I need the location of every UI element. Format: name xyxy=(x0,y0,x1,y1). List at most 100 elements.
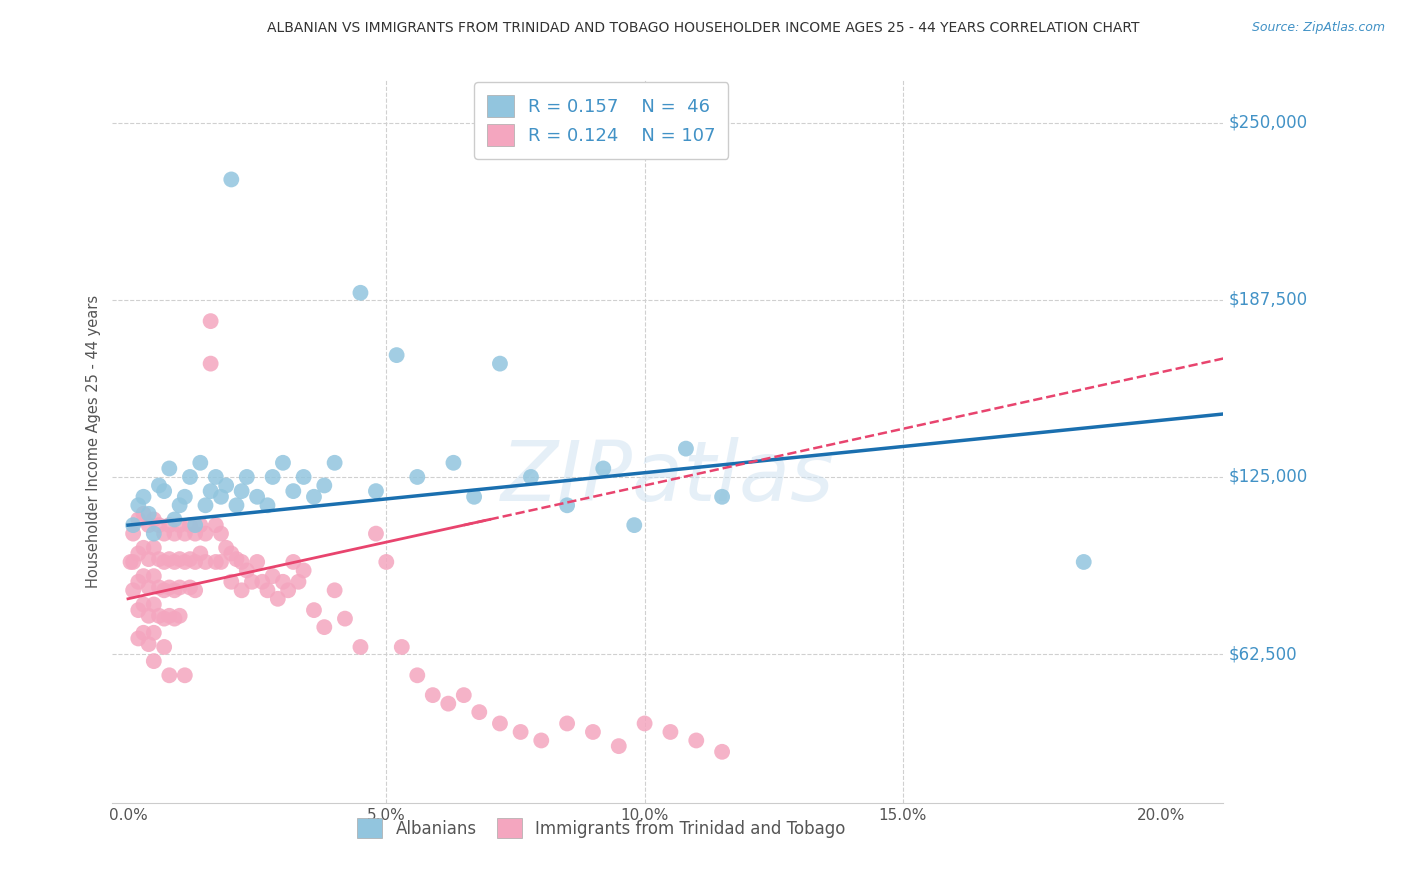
Text: $125,000: $125,000 xyxy=(1229,468,1308,486)
Point xyxy=(221,172,243,186)
Point xyxy=(138,581,160,595)
Point xyxy=(209,490,232,504)
Point xyxy=(142,654,165,668)
Point xyxy=(204,518,226,533)
Point xyxy=(142,569,165,583)
Point xyxy=(225,498,247,512)
Point xyxy=(468,705,491,719)
Point xyxy=(314,478,336,492)
Point xyxy=(385,348,408,362)
Point xyxy=(122,518,145,533)
Point xyxy=(153,612,176,626)
Point xyxy=(204,555,226,569)
Point xyxy=(163,555,186,569)
Point xyxy=(302,603,325,617)
Point xyxy=(463,490,485,504)
Point xyxy=(122,555,145,569)
Point xyxy=(188,518,211,533)
Point xyxy=(283,555,305,569)
Point xyxy=(489,716,512,731)
Point xyxy=(127,498,149,512)
Point xyxy=(148,552,170,566)
Point xyxy=(194,555,217,569)
Point xyxy=(406,470,429,484)
Point xyxy=(292,470,315,484)
Point xyxy=(711,490,734,504)
Point xyxy=(169,608,191,623)
Point xyxy=(173,490,195,504)
Point xyxy=(169,518,191,533)
Point xyxy=(132,541,155,555)
Point xyxy=(127,546,149,560)
Text: $250,000: $250,000 xyxy=(1229,114,1308,132)
Point xyxy=(127,603,149,617)
Legend: Albanians, Immigrants from Trinidad and Tobago: Albanians, Immigrants from Trinidad and … xyxy=(350,812,852,845)
Point xyxy=(127,512,149,526)
Point xyxy=(142,526,165,541)
Point xyxy=(132,490,155,504)
Point xyxy=(221,546,243,560)
Point xyxy=(153,526,176,541)
Point xyxy=(173,526,195,541)
Point xyxy=(169,552,191,566)
Point xyxy=(169,581,191,595)
Point xyxy=(157,518,180,533)
Point xyxy=(711,745,734,759)
Point xyxy=(215,478,238,492)
Point xyxy=(349,285,371,300)
Text: $62,500: $62,500 xyxy=(1229,645,1298,663)
Point xyxy=(333,612,356,626)
Point xyxy=(188,456,211,470)
Point xyxy=(153,555,176,569)
Point xyxy=(225,552,247,566)
Point xyxy=(283,484,305,499)
Point xyxy=(138,552,160,566)
Point xyxy=(194,498,217,512)
Point xyxy=(262,569,284,583)
Point xyxy=(120,555,142,569)
Point xyxy=(209,526,232,541)
Point xyxy=(607,739,630,753)
Point xyxy=(582,725,605,739)
Point xyxy=(184,526,207,541)
Point xyxy=(179,552,201,566)
Point xyxy=(555,716,578,731)
Point xyxy=(122,526,145,541)
Point xyxy=(157,608,180,623)
Point xyxy=(323,456,346,470)
Point xyxy=(184,518,207,533)
Point xyxy=(173,555,195,569)
Point xyxy=(138,637,160,651)
Point xyxy=(267,591,290,606)
Point xyxy=(221,574,243,589)
Point xyxy=(489,357,512,371)
Point xyxy=(148,478,170,492)
Point xyxy=(391,640,413,654)
Point xyxy=(153,640,176,654)
Point xyxy=(633,716,655,731)
Point xyxy=(443,456,465,470)
Point xyxy=(138,608,160,623)
Point xyxy=(157,581,180,595)
Point xyxy=(142,541,165,555)
Point xyxy=(132,598,155,612)
Text: ALBANIAN VS IMMIGRANTS FROM TRINIDAD AND TOBAGO HOUSEHOLDER INCOME AGES 25 - 44 : ALBANIAN VS IMMIGRANTS FROM TRINIDAD AND… xyxy=(267,21,1139,36)
Point xyxy=(287,574,309,589)
Point xyxy=(163,612,186,626)
Point xyxy=(157,461,180,475)
Point xyxy=(302,490,325,504)
Point xyxy=(179,518,201,533)
Point xyxy=(675,442,697,456)
Point xyxy=(148,608,170,623)
Point xyxy=(422,688,444,702)
Point xyxy=(323,583,346,598)
Point xyxy=(142,598,165,612)
Point xyxy=(314,620,336,634)
Point xyxy=(592,461,614,475)
Point xyxy=(200,357,222,371)
Point xyxy=(138,518,160,533)
Point xyxy=(256,583,278,598)
Point xyxy=(271,456,294,470)
Point xyxy=(364,484,387,499)
Point xyxy=(179,470,201,484)
